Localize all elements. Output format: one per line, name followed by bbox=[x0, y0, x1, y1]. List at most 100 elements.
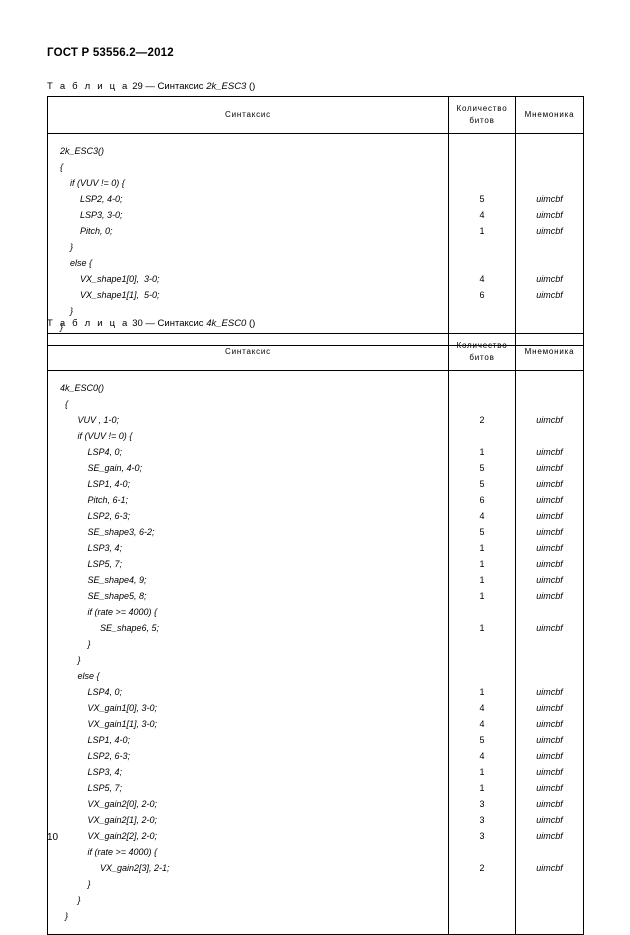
bits-value: 2 bbox=[479, 863, 485, 873]
column-header-bits: Количество битов bbox=[448, 333, 516, 371]
code-line: SE_gain, 4-0; bbox=[60, 463, 143, 473]
bits-value: 1 bbox=[479, 687, 485, 697]
table-row: 2k_ESC3() { if (VUV != 0) { LSP2, 4-0; LS… bbox=[47, 133, 584, 346]
code-line: SE_shape3, 6-2; bbox=[60, 527, 155, 537]
mnemonic-value: uimcbf bbox=[536, 799, 563, 809]
mnemonic-value bbox=[516, 255, 583, 271]
mnemonic-value: uimcbf bbox=[536, 751, 563, 761]
bits-value: 4 bbox=[479, 751, 485, 761]
mnemonic-value: uimcbf bbox=[536, 527, 563, 537]
caption-function: 4k_ESC0 bbox=[206, 318, 247, 329]
bits-block: 5 4 1 4 6 bbox=[449, 134, 515, 345]
code-line: VUV , 1-0; bbox=[60, 415, 120, 425]
code-line: { bbox=[60, 162, 64, 172]
mnemonic-value bbox=[516, 380, 583, 396]
mnemonic-cell: uimcbf uimcbf uimcbf uimcbf uimcbf bbox=[515, 133, 584, 346]
code-line: VX_gain2[0], 2-0; bbox=[60, 799, 158, 809]
bits-value: 4 bbox=[479, 703, 485, 713]
code-line: SE_shape6, 5; bbox=[60, 623, 160, 633]
mnemonic-value: uimcbf bbox=[536, 463, 563, 473]
mnemonic-value bbox=[516, 175, 583, 191]
code-line: if (VUV != 0) { bbox=[60, 178, 125, 188]
code-line: LSP5, 7; bbox=[60, 559, 123, 569]
mnemonic-value bbox=[516, 668, 583, 684]
code-line: if (rate >= 4000) { bbox=[60, 607, 158, 617]
bits-value: 5 bbox=[479, 527, 485, 537]
code-line: if (VUV != 0) { bbox=[60, 431, 133, 441]
code-line: 2k_ESC3() bbox=[60, 146, 105, 156]
code-line: VX_gain2[1], 2-0; bbox=[60, 815, 158, 825]
mnemonic-value: uimcbf bbox=[536, 274, 563, 284]
mnemonic-value: uimcbf bbox=[536, 210, 563, 220]
bits-value: 3 bbox=[479, 799, 485, 809]
code-line: if (rate >= 4000) { bbox=[60, 847, 158, 857]
mnemonic-value bbox=[516, 876, 583, 892]
mnemonic-value bbox=[516, 396, 583, 412]
mnemonic-block: uimcbf uimcbf uimcbf uimcbf uimcbf uimcbf uim… bbox=[516, 371, 583, 934]
mnemonic-value: uimcbf bbox=[536, 815, 563, 825]
column-header-mnemonic: Мнемоника bbox=[515, 333, 584, 371]
bits-value: 3 bbox=[479, 815, 485, 825]
document-page: ГОСТ Р 53556.2—2012 Т а б л и ц а 29 — С… bbox=[47, 47, 584, 935]
code-line: VX_shape1[0], 3-0; bbox=[60, 274, 160, 284]
bits-value bbox=[449, 652, 515, 668]
mnemonic-value bbox=[516, 892, 583, 908]
mnemonic-block: uimcbf uimcbf uimcbf uimcbf uimcbf bbox=[516, 134, 583, 345]
syntax-cell: 4k_ESC0() { VUV , 1-0; if (VUV != 0) { L… bbox=[47, 370, 449, 935]
bits-value: 1 bbox=[479, 447, 485, 457]
mnemonic-value bbox=[516, 159, 583, 175]
caption-dash: — bbox=[145, 81, 155, 92]
code-line: } bbox=[60, 911, 69, 921]
bits-value bbox=[449, 908, 515, 924]
code-line: LSP2, 6-3; bbox=[60, 511, 131, 521]
bits-value bbox=[449, 239, 515, 255]
mnemonic-cell: uimcbf uimcbf uimcbf uimcbf uimcbf uimcbf uim… bbox=[515, 370, 584, 935]
mnemonic-value: uimcbf bbox=[536, 687, 563, 697]
code-line: Pitch, 0; bbox=[60, 226, 113, 236]
code-line: SE_shape5, 8; bbox=[60, 591, 147, 601]
caption-parens: () bbox=[248, 81, 256, 92]
bits-value: 1 bbox=[479, 575, 485, 585]
bits-value: 1 bbox=[479, 623, 485, 633]
mnemonic-value bbox=[516, 908, 583, 924]
bits-value: 6 bbox=[479, 495, 485, 505]
code-line: else { bbox=[60, 671, 100, 681]
bits-value: 1 bbox=[479, 226, 485, 236]
bits-header-line1: Количество bbox=[456, 104, 508, 114]
bits-value: 1 bbox=[479, 767, 485, 777]
bits-value: 5 bbox=[479, 463, 485, 473]
bits-value bbox=[449, 892, 515, 908]
mnemonic-value: uimcbf bbox=[536, 719, 563, 729]
bits-value bbox=[449, 396, 515, 412]
code-line: LSP2, 6-3; bbox=[60, 751, 131, 761]
bits-value: 1 bbox=[479, 591, 485, 601]
mnemonic-value: uimcbf bbox=[536, 495, 563, 505]
mnemonic-value: uimcbf bbox=[536, 863, 563, 873]
mnemonic-value bbox=[516, 652, 583, 668]
bits-header-line2: битов bbox=[469, 353, 495, 362]
caption-function: 2k_ESC3 bbox=[206, 81, 247, 92]
mnemonic-value: uimcbf bbox=[536, 703, 563, 713]
bits-value: 4 bbox=[479, 274, 485, 284]
bits-value: 5 bbox=[479, 735, 485, 745]
bits-cell: 2 1 5 5 6 4 5 1 1 1 1 1 1 4 4 5 4 1 1 3 3 3 2 bbox=[448, 370, 516, 935]
bits-block: 2 1 5 5 6 4 5 1 1 1 1 1 1 4 4 5 4 1 1 3 3 3 2 bbox=[449, 371, 515, 934]
mnemonic-value bbox=[516, 239, 583, 255]
caption-text: Синтаксис bbox=[157, 318, 204, 329]
caption-number: 29 bbox=[132, 81, 143, 92]
bits-cell: 5 4 1 4 6 bbox=[448, 133, 516, 346]
column-header-mnemonic: Мнемоника bbox=[515, 96, 584, 134]
table-header-row: Синтаксис Количество битов Мнемоника bbox=[47, 333, 584, 371]
bits-value bbox=[449, 380, 515, 396]
bits-value: 5 bbox=[479, 479, 485, 489]
bits-value: 1 bbox=[479, 783, 485, 793]
mnemonic-value bbox=[516, 303, 583, 319]
code-line: LSP3, 3-0; bbox=[60, 210, 123, 220]
code-line: LSP1, 4-0; bbox=[60, 479, 131, 489]
mnemonic-value: uimcbf bbox=[536, 415, 563, 425]
bits-value bbox=[449, 143, 515, 159]
code-line: LSP3, 4; bbox=[60, 543, 123, 553]
code-line: LSP1, 4-0; bbox=[60, 735, 131, 745]
code-line: LSP2, 4-0; bbox=[60, 194, 123, 204]
bits-value bbox=[449, 255, 515, 271]
